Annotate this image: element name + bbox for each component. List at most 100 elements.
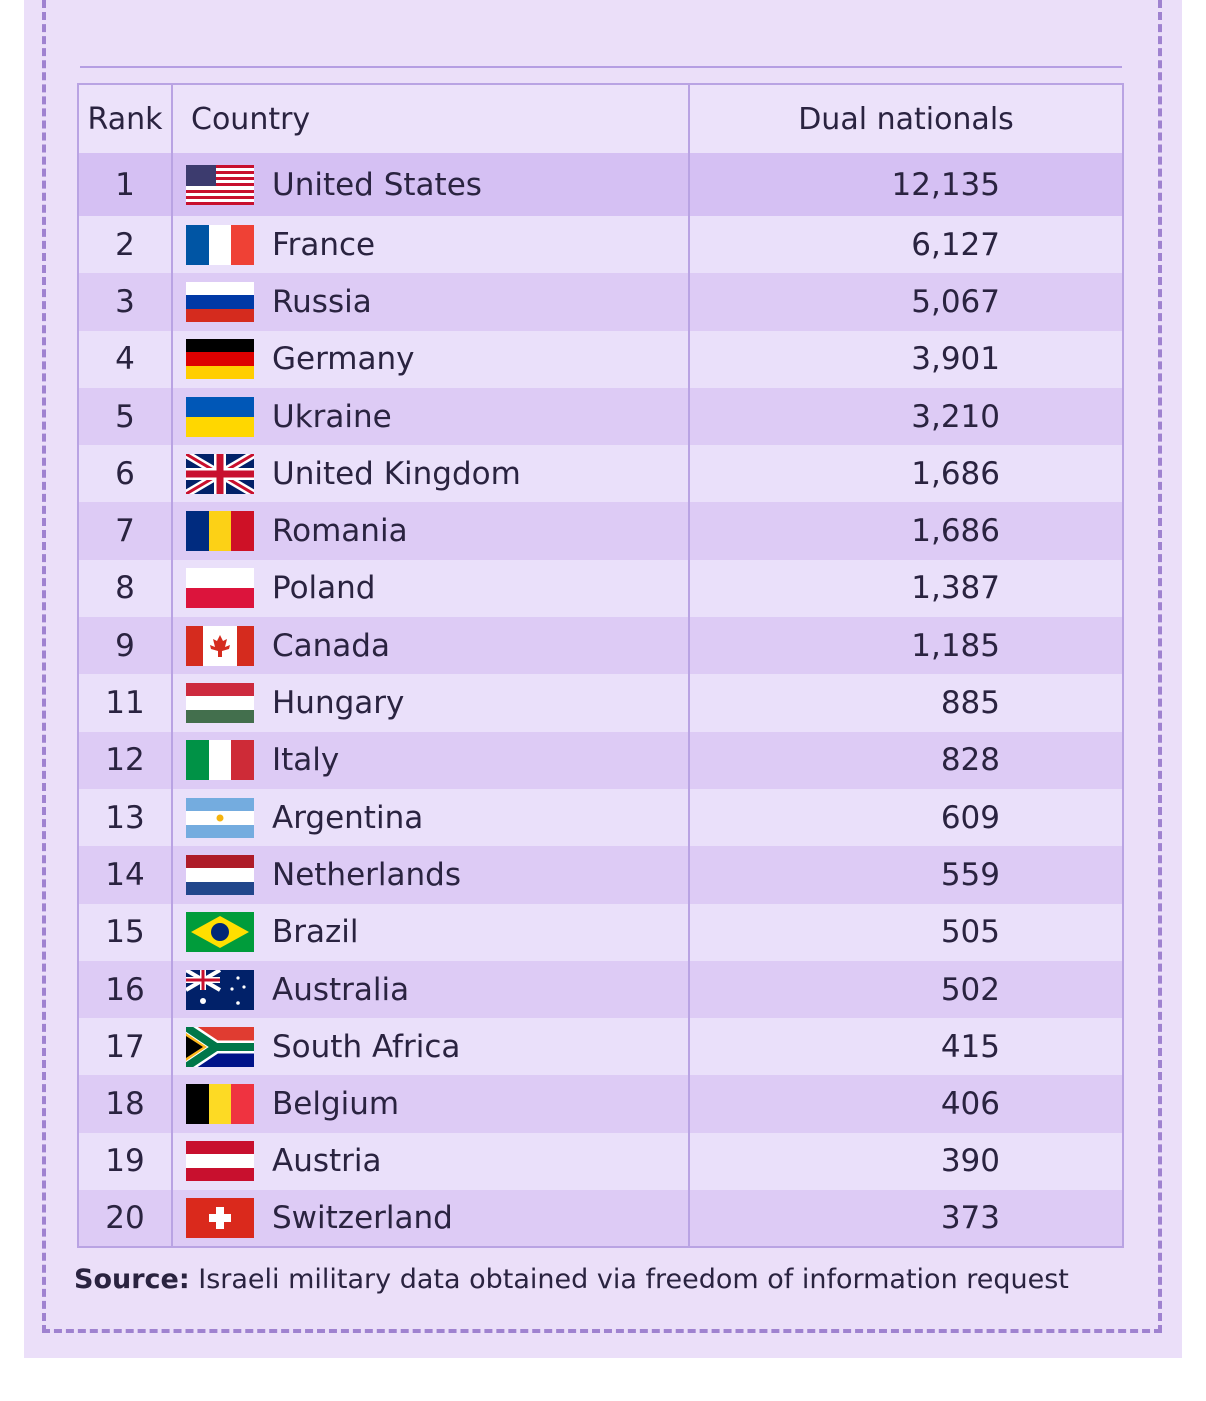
row: 12 Italy 828 (77, 731, 1123, 789)
row: 17 South Africa 415 (77, 1018, 1123, 1076)
rank: 16 (77, 960, 172, 1019)
header-cell: Country (171, 84, 689, 153)
value: 885 (688, 674, 1123, 732)
flag (186, 164, 254, 205)
value: 5,067 (688, 273, 1123, 331)
rank: 15 (77, 903, 172, 961)
row: 6 United Kingdom 1,686 (77, 445, 1123, 503)
flag (186, 740, 254, 781)
country-cell: Hungary (171, 674, 689, 732)
country-cell: United Kingdom (171, 445, 689, 503)
country: Russia (272, 283, 372, 320)
row: 16 Australia 502 (77, 960, 1123, 1019)
row: 8 Poland 1,387 (77, 559, 1123, 618)
value: 415 (688, 1018, 1123, 1076)
country: South Africa (272, 1028, 461, 1065)
row: 15 Brazil 505 (77, 903, 1123, 961)
value: 6,127 (688, 216, 1123, 274)
value: 609 (688, 788, 1123, 847)
flag (186, 568, 254, 609)
value: 3,210 (688, 387, 1123, 446)
value: 3,901 (688, 330, 1123, 388)
source-text: Israeli military data obtained via freed… (198, 1264, 1069, 1295)
flag (186, 1198, 254, 1239)
rank: 8 (77, 559, 172, 618)
flag (186, 1084, 254, 1125)
row: 9 Canada 1,185 (77, 617, 1123, 675)
source: Source: Israeli military data obtained v… (74, 1264, 1069, 1295)
country: Ukraine (272, 398, 392, 435)
value: 1,387 (688, 559, 1123, 618)
flag (186, 396, 254, 437)
country: France (272, 226, 376, 263)
country-cell: Switzerland (171, 1190, 689, 1248)
row: 13 Argentina 609 (77, 788, 1123, 847)
header-cell: Rank (77, 84, 172, 153)
value: 373 (688, 1190, 1123, 1248)
row: 3 Russia 5,067 (77, 273, 1123, 331)
flag (186, 339, 254, 380)
rank: 6 (77, 445, 172, 503)
country-cell: United States (171, 153, 689, 216)
flag (186, 797, 254, 838)
country: United States (272, 166, 482, 203)
flag (186, 1141, 254, 1182)
country: Canada (272, 627, 390, 664)
flag (186, 281, 254, 322)
rank: 14 (77, 846, 172, 904)
value: 1,185 (688, 617, 1123, 675)
rank: 7 (77, 502, 172, 560)
country: Belgium (272, 1086, 400, 1123)
country: Germany (272, 341, 415, 378)
value: 390 (688, 1132, 1123, 1191)
country-cell: Poland (171, 559, 689, 618)
country-cell: Ukraine (171, 387, 689, 446)
flag (186, 854, 254, 895)
country: Austria (272, 1143, 382, 1180)
country-cell: Argentina (171, 788, 689, 847)
source-label: Source: (74, 1264, 190, 1295)
country-cell: Belgium (171, 1075, 689, 1133)
flag (186, 625, 254, 666)
table-header: Rank Country Dual nationals (77, 84, 1123, 153)
row: 2 France 6,127 (77, 216, 1123, 274)
dashed-border (42, 0, 1162, 1333)
country: United Kingdom (272, 455, 521, 492)
flag (182, 1021, 254, 1073)
country: Australia (272, 971, 410, 1008)
country-cell: Brazil (171, 903, 689, 961)
table-body: 1 United States 12,135 2 France 6,127 3 Russi… (77, 153, 1123, 1248)
country-cell: Austria (171, 1132, 689, 1191)
country-cell: Australia (171, 960, 689, 1019)
country-cell: South Africa (171, 1018, 689, 1076)
row: 5 Ukraine 3,210 (77, 387, 1123, 446)
value: 1,686 (688, 445, 1123, 503)
rank: 5 (77, 387, 172, 446)
value: 502 (688, 960, 1123, 1019)
country: Netherlands (272, 856, 461, 893)
country-cell: Italy (171, 731, 689, 789)
country: Argentina (272, 799, 424, 836)
country: Hungary (272, 685, 405, 722)
rank: 11 (77, 674, 172, 732)
country: Poland (272, 570, 376, 607)
country-cell: Romania (171, 502, 689, 560)
row: 14 Netherlands 559 (77, 846, 1123, 904)
row: 7 Romania 1,686 (77, 502, 1123, 560)
value: 12,135 (688, 153, 1123, 216)
flag (184, 967, 254, 1010)
rank: 12 (77, 731, 172, 789)
country: Switzerland (272, 1200, 453, 1237)
flag (183, 450, 257, 498)
country-cell: France (171, 216, 689, 274)
rank: 2 (77, 216, 172, 274)
value: 828 (688, 731, 1123, 789)
flag (186, 912, 254, 953)
row: 1 United States 12,135 (77, 153, 1123, 216)
divider (80, 66, 1122, 68)
value: 559 (688, 846, 1123, 904)
rank: 1 (77, 153, 172, 216)
row: 18 Belgium 406 (77, 1075, 1123, 1133)
